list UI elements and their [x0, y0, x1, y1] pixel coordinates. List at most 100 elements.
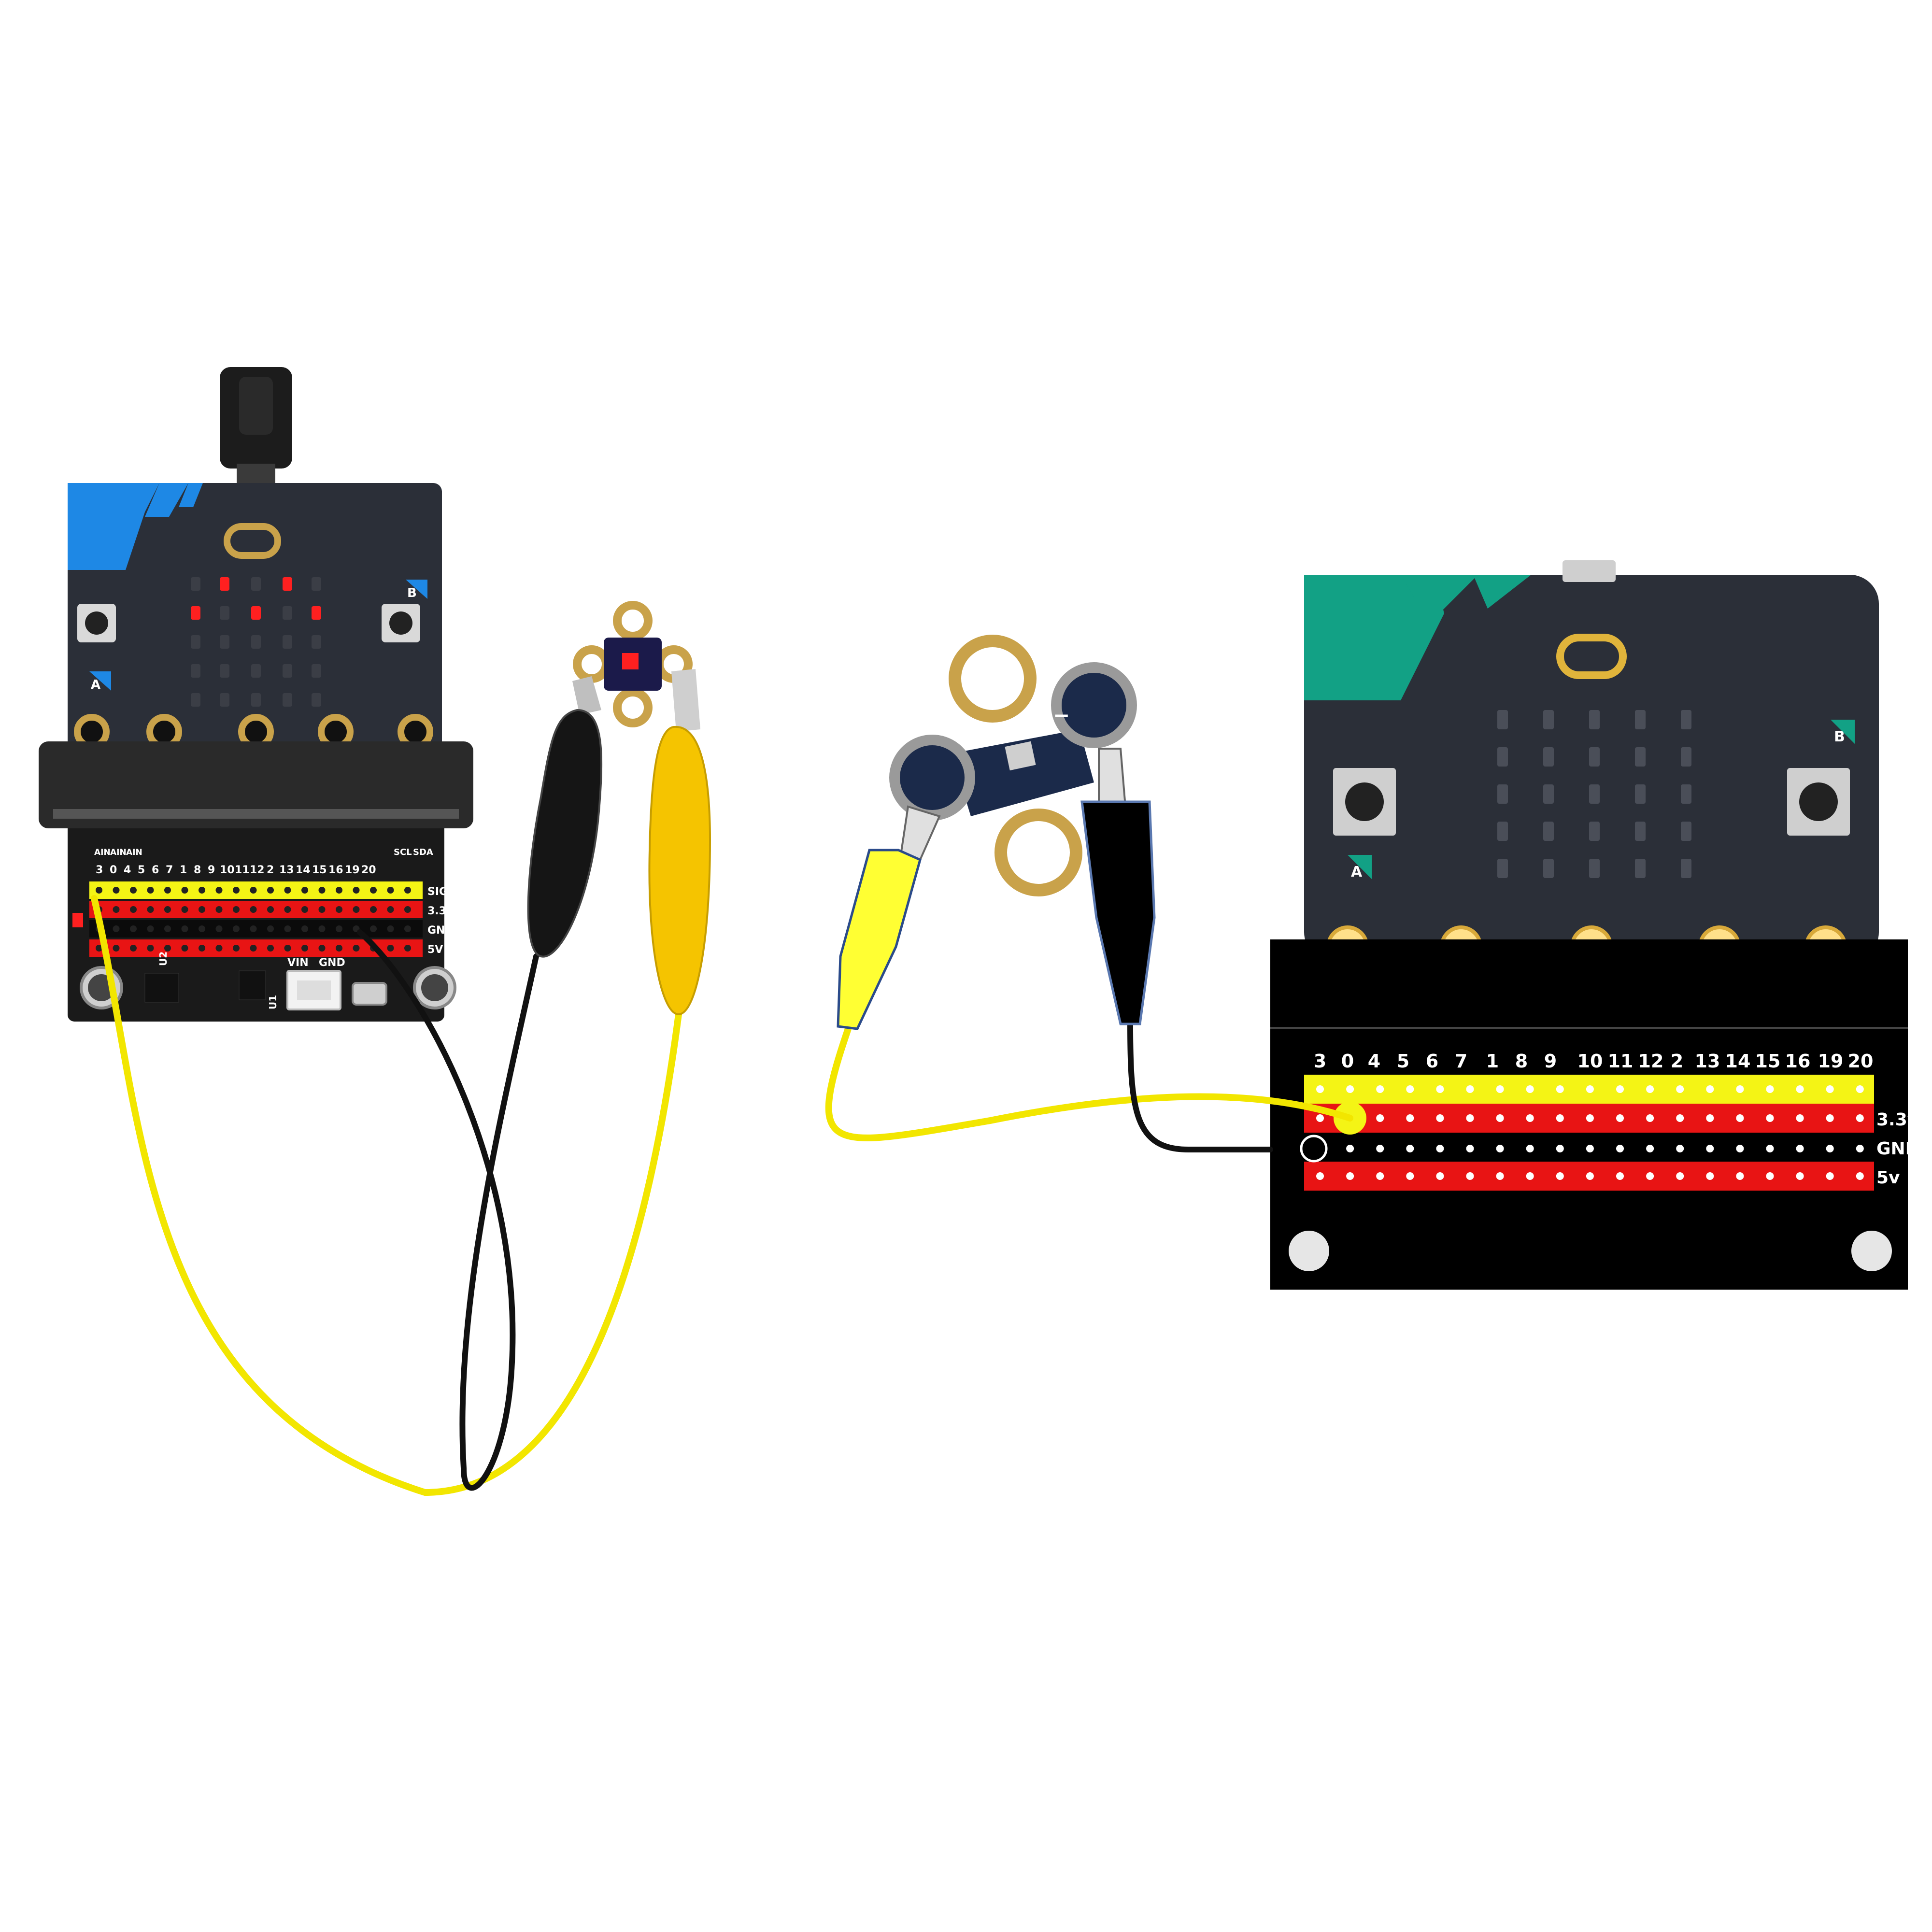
diagram-yellow-clip[interactable] [837, 805, 941, 1030]
header-pin [250, 925, 257, 932]
led [1681, 784, 1691, 804]
header-pin [1376, 1085, 1384, 1093]
led [1589, 710, 1600, 729]
header-pin [1616, 1114, 1624, 1122]
header-pin [1556, 1172, 1564, 1180]
diagram-button-b[interactable] [1787, 768, 1850, 836]
header-pin [181, 925, 188, 932]
header-pin [250, 945, 257, 952]
header-pin [1646, 1172, 1654, 1180]
micro-usb-port[interactable] [352, 982, 387, 1006]
header-pin [113, 887, 120, 894]
led [312, 635, 321, 649]
diagram-breakout-board: 3 0 4 5 6 7 1 8 9 10 11 12 2 13 14 15 16… [1270, 939, 1920, 1290]
header-pin [1796, 1145, 1804, 1152]
pin-number: 3 [96, 864, 103, 876]
led-lit [283, 577, 292, 591]
pin-number-row: 3 0 4 5 6 7 1 8 9 10 11 12 2 13 14 15 16… [96, 864, 376, 876]
header-pin [96, 945, 102, 952]
yellow-wire [91, 895, 682, 1496]
header-pin [1556, 1145, 1564, 1152]
header-pin [199, 887, 205, 894]
header-pin [318, 925, 326, 932]
header-pin [233, 906, 240, 913]
header-pin [130, 906, 137, 913]
header-pin [1376, 1172, 1384, 1180]
led [1589, 859, 1600, 878]
button-a[interactable] [77, 604, 116, 642]
pin-number: 12 [250, 864, 265, 876]
diagram-button-a[interactable] [1333, 768, 1396, 836]
yellow-alligator-clip[interactable] [648, 669, 711, 1016]
header-pin [404, 945, 411, 952]
header-pin [267, 925, 274, 932]
header-pin [1496, 1085, 1504, 1093]
led [220, 664, 229, 678]
led-lit-icon [622, 653, 639, 669]
power-led [72, 913, 83, 927]
pin-number: 5 [1397, 1051, 1409, 1072]
led [1497, 859, 1508, 878]
header-pin [96, 887, 102, 894]
led [1589, 747, 1600, 767]
led [1681, 859, 1691, 878]
header-pin [1346, 1085, 1354, 1093]
led [1635, 784, 1646, 804]
diagram-mount-hole [1289, 1231, 1329, 1271]
usb-cable [220, 367, 292, 485]
pin-number: 13 [1695, 1051, 1720, 1072]
led [312, 577, 321, 591]
diagram-led-icon [1005, 741, 1036, 771]
analog-label: AIN [110, 848, 127, 857]
header-pin [284, 887, 291, 894]
led-lit [191, 606, 200, 620]
button-b[interactable] [382, 604, 420, 642]
pin-number: 10 [1577, 1051, 1603, 1072]
header-pin [1736, 1172, 1744, 1180]
pin-number: 10 [220, 864, 235, 876]
header-pin [215, 945, 223, 952]
pin-number: 2 [1671, 1051, 1683, 1072]
header-pin [1586, 1145, 1594, 1152]
gnd-connector-label: GND [319, 957, 345, 969]
header-pin [147, 925, 154, 932]
header-pin [147, 887, 154, 894]
header-pin [1526, 1085, 1534, 1093]
header-pin [1616, 1145, 1624, 1152]
header-pin [387, 945, 394, 952]
led [283, 693, 292, 707]
pin-number: 15 [312, 864, 327, 876]
pin-number: 7 [1455, 1051, 1467, 1072]
led-plus-label: + [977, 725, 994, 749]
header-pin [215, 925, 223, 932]
scl-label: SCL [394, 847, 412, 857]
header-pin [301, 945, 308, 952]
black-alligator-clip[interactable] [527, 676, 603, 958]
header-pin [1586, 1172, 1594, 1180]
header-pin [1796, 1114, 1804, 1122]
diagram-microbit-board: A B [1304, 560, 1879, 968]
diagram-led-sequin: + − [889, 635, 1137, 896]
led [1543, 859, 1554, 878]
header-pin [233, 925, 240, 932]
header-pin [336, 925, 342, 932]
header-pin [1706, 1114, 1714, 1122]
header-pin [1856, 1114, 1864, 1122]
diagram-logo-icon [1556, 634, 1627, 679]
header-pin [301, 925, 308, 932]
header-pin [301, 887, 308, 894]
black-wire [357, 929, 539, 1491]
header-pin [284, 925, 291, 932]
led [1635, 710, 1646, 729]
header-pin [1406, 1145, 1414, 1152]
chip-u2 [144, 973, 179, 1003]
header-pin [404, 925, 411, 932]
pin-number: 11 [235, 864, 250, 876]
led [1635, 822, 1646, 841]
diagram-black-clip[interactable] [1080, 748, 1156, 1025]
diagram-pin-number-row: 3 0 4 5 6 7 1 8 9 10 11 12 2 13 14 15 16… [1314, 1051, 1874, 1072]
pin-number: 2 [267, 864, 274, 876]
header-pin [267, 887, 274, 894]
microbit-logo-icon [224, 523, 281, 559]
pin-number: 8 [194, 864, 201, 876]
